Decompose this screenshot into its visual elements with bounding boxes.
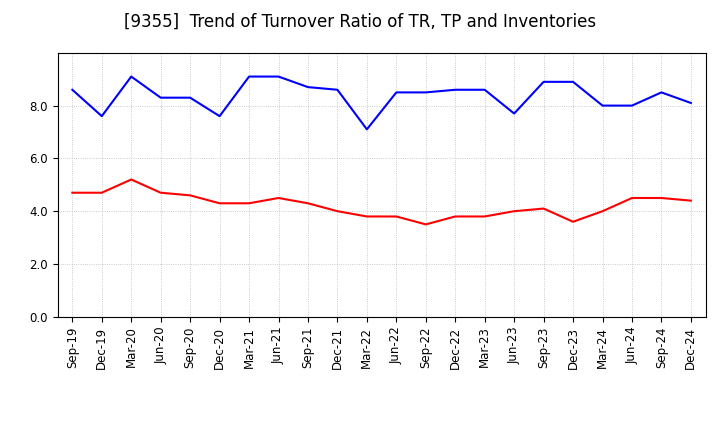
Line: Trade Receivables: Trade Receivables <box>72 180 691 224</box>
Trade Payables <box>245 74 253 79</box>
Trade Payables <box>451 87 459 92</box>
Trade Payables <box>68 87 76 92</box>
Trade Receivables <box>657 195 666 201</box>
Line: Trade Payables: Trade Payables <box>72 77 691 129</box>
Trade Receivables <box>628 195 636 201</box>
Trade Receivables <box>68 190 76 195</box>
Trade Payables <box>569 79 577 84</box>
Trade Payables <box>657 90 666 95</box>
Trade Payables <box>539 79 548 84</box>
Trade Payables <box>97 114 106 119</box>
Trade Payables <box>628 103 636 108</box>
Trade Receivables <box>363 214 372 219</box>
Trade Receivables <box>451 214 459 219</box>
Trade Receivables <box>392 214 400 219</box>
Trade Payables <box>333 87 342 92</box>
Trade Receivables <box>156 190 165 195</box>
Trade Receivables <box>539 206 548 211</box>
Trade Receivables <box>215 201 224 206</box>
Trade Payables <box>156 95 165 100</box>
Trade Receivables <box>421 222 430 227</box>
Trade Payables <box>274 74 283 79</box>
Trade Payables <box>392 90 400 95</box>
Trade Receivables <box>687 198 696 203</box>
Trade Payables <box>480 87 489 92</box>
Trade Payables <box>598 103 607 108</box>
Trade Receivables <box>480 214 489 219</box>
Legend: Trade Receivables, Trade Payables, Inventories: Trade Receivables, Trade Payables, Inven… <box>144 434 619 440</box>
Trade Receivables <box>304 201 312 206</box>
Trade Receivables <box>97 190 106 195</box>
Trade Payables <box>687 100 696 106</box>
Trade Receivables <box>127 177 135 182</box>
Trade Receivables <box>245 201 253 206</box>
Trade Payables <box>127 74 135 79</box>
Trade Payables <box>510 111 518 116</box>
Trade Receivables <box>333 209 342 214</box>
Trade Payables <box>363 127 372 132</box>
Trade Receivables <box>274 195 283 201</box>
Trade Payables <box>421 90 430 95</box>
Text: [9355]  Trend of Turnover Ratio of TR, TP and Inventories: [9355] Trend of Turnover Ratio of TR, TP… <box>124 13 596 31</box>
Trade Payables <box>215 114 224 119</box>
Trade Receivables <box>186 193 194 198</box>
Trade Receivables <box>510 209 518 214</box>
Trade Receivables <box>598 209 607 214</box>
Trade Receivables <box>569 219 577 224</box>
Trade Payables <box>304 84 312 90</box>
Trade Payables <box>186 95 194 100</box>
